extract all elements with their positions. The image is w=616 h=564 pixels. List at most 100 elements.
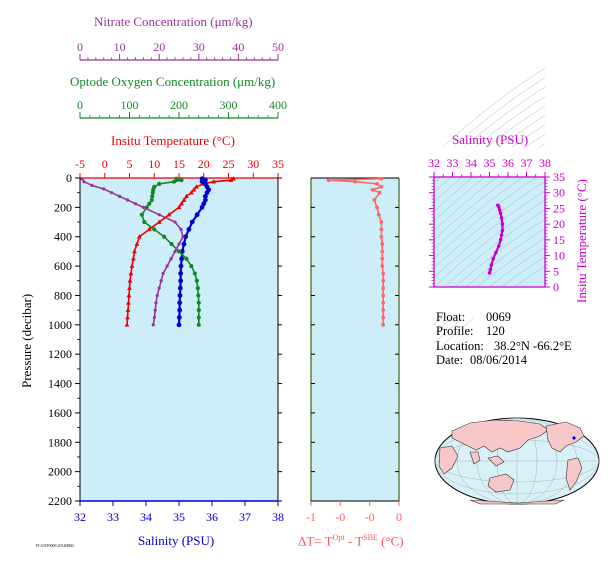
salinity-tick-label: 37 — [239, 510, 251, 524]
ts-temp-tick-label: 30 — [553, 186, 565, 200]
salinity-point — [177, 300, 183, 306]
temperature-point — [191, 187, 197, 192]
salinity-point — [177, 285, 183, 291]
pressure-tick-label: 800 — [54, 288, 72, 302]
nitrate-point — [154, 301, 158, 305]
oxygen-point — [139, 212, 144, 217]
ts-point — [497, 208, 502, 212]
ts-point — [498, 238, 503, 242]
pressure-tick-label: 600 — [54, 259, 72, 273]
salinity-tick-label: 36 — [206, 510, 218, 524]
salinity-point — [189, 219, 195, 225]
delta-t-point — [379, 176, 384, 181]
delta-t-point — [375, 205, 379, 210]
delta-t-point — [379, 227, 384, 232]
pressure-tick-label: 2000 — [48, 465, 72, 479]
temperature-tick-label: 5 — [127, 157, 133, 171]
temperature-point — [193, 184, 199, 189]
date-label: Date: — [436, 353, 464, 367]
float-value: 0069 — [486, 310, 511, 324]
delta-t-point — [381, 278, 386, 283]
oxygen-point — [196, 293, 201, 298]
ts-temperature-title: Insitu Temperature (°C) — [574, 179, 589, 303]
nitrate-point — [173, 220, 177, 224]
nitrate-point — [118, 194, 122, 198]
nitrate-axis-title: Nitrate Concentration (μm/kg) — [94, 14, 253, 29]
ts-isopycnal — [433, 171, 546, 259]
salinity-tick-label: 32 — [74, 510, 86, 524]
delta-t-point — [381, 315, 386, 320]
delta-t-tick-label: -0 — [335, 510, 345, 524]
nitrate-point — [80, 177, 84, 181]
ts-point — [489, 263, 494, 267]
temperature-point — [166, 212, 172, 217]
delta-t-tick-label: -0 — [365, 510, 375, 524]
salinity-point — [179, 256, 185, 262]
ts-point — [498, 211, 503, 215]
salinity-point — [183, 234, 189, 240]
salinity-point — [204, 190, 210, 196]
pressure-tick-label: 1000 — [48, 318, 72, 332]
oxygen-tick-label: 100 — [121, 98, 139, 112]
location-value: 38.2°N -66.2°E — [494, 339, 572, 353]
ts-temp-tick-label: 15 — [553, 233, 565, 247]
ts-isopycnal — [433, 181, 546, 269]
delta-t-axis-title: ΔT= TOpt - TSBE (°C) — [298, 533, 404, 549]
ts-isopycnal — [433, 200, 546, 288]
ts-salinity-title: Salinity (PSU) — [452, 132, 529, 147]
pressure-tick-label: 2200 — [48, 494, 72, 508]
temperature-point — [127, 278, 133, 283]
temperature-point — [228, 177, 234, 183]
temperature-point — [137, 234, 142, 239]
nitrate-point — [151, 323, 155, 327]
oxygen-point — [150, 190, 155, 195]
pressure-tick-label: 1400 — [48, 377, 72, 391]
nitrate-point — [110, 191, 114, 195]
nitrate-point — [173, 249, 177, 254]
temperature-point — [125, 307, 131, 312]
ts-point — [499, 216, 504, 220]
temperature-point — [184, 193, 189, 199]
pressure-tick-label: 1800 — [48, 435, 72, 449]
main-series — [80, 176, 236, 328]
salinity-point — [199, 204, 205, 210]
ts-temp-tick-label: 0 — [553, 280, 559, 294]
temperature-tick-label: 15 — [173, 157, 185, 171]
oxygen-point — [194, 278, 199, 283]
temperature-tick-label: 30 — [247, 157, 259, 171]
ts-temp-tick-label: 10 — [553, 249, 565, 263]
oxygen-point — [150, 194, 155, 199]
salinity-point — [178, 278, 184, 284]
temperature-point — [132, 248, 137, 254]
oxygen-point — [142, 219, 147, 225]
nitrate-point — [179, 227, 183, 231]
ts-temp-tick-label: 35 — [553, 170, 565, 184]
oxygen-point — [184, 256, 189, 261]
pressure-tick-label: 400 — [54, 230, 72, 244]
delta-t-point — [381, 300, 386, 305]
ts-temp-tick-label: 5 — [553, 264, 559, 278]
ts-series — [487, 203, 505, 275]
profile-label: Profile: — [436, 324, 474, 338]
nitrate-point — [165, 264, 169, 268]
nitrate-point — [159, 279, 163, 283]
delta-t-axes: -1 -0 -0 0 — [306, 177, 402, 524]
nitrate-tick-label: 0 — [77, 40, 83, 54]
oxygen-point — [147, 201, 152, 206]
delta-t-point — [381, 293, 386, 298]
temperature-point — [127, 285, 132, 290]
ts-salinity-tick-label: 35 — [484, 156, 496, 170]
oxygen-point — [196, 315, 201, 320]
temperature-point — [188, 190, 194, 195]
temperature-tick-label: -5 — [75, 157, 85, 171]
nitrate-point — [181, 235, 185, 239]
oxygen-point — [157, 181, 162, 186]
delta-t-point — [379, 234, 384, 239]
oxygen-tick-label: 400 — [269, 98, 287, 112]
temperature-point — [128, 270, 134, 276]
ts-salinity-tick-label: 33 — [447, 156, 459, 170]
ts-point — [496, 203, 500, 208]
footer-tiny-text: FLOAT0069 20140806 — [36, 543, 74, 548]
ts-point — [496, 244, 501, 248]
